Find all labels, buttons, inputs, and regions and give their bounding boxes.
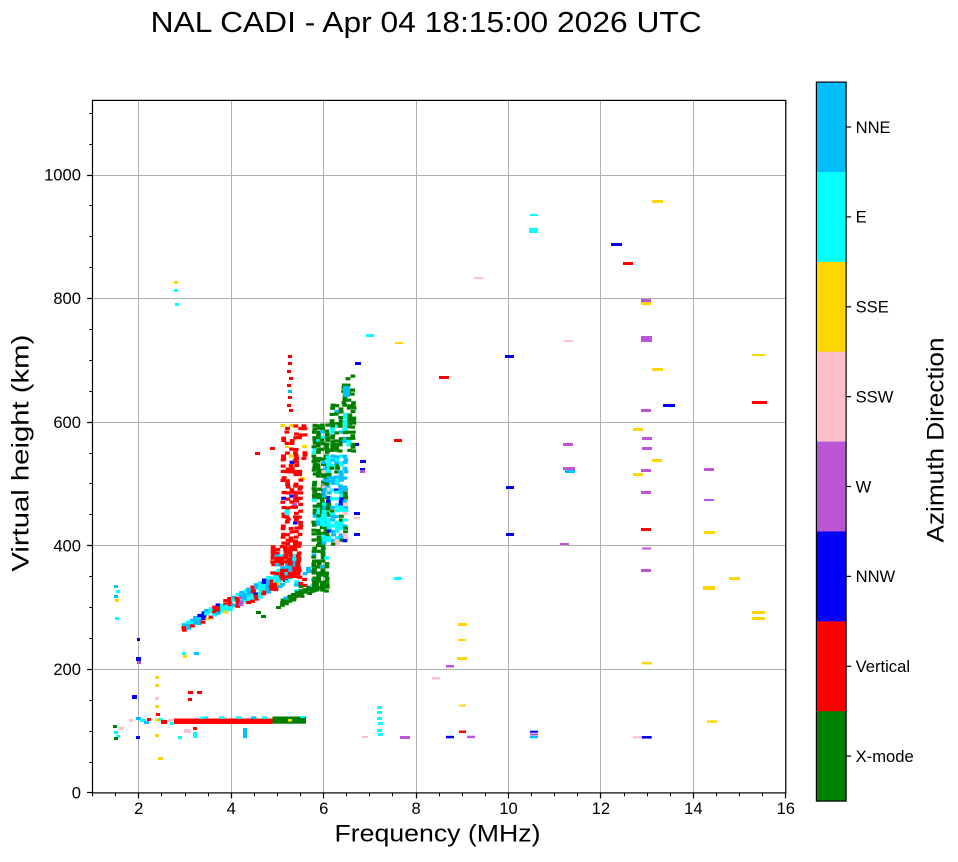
svg-text:NNW: NNW xyxy=(856,567,896,586)
svg-text:0: 0 xyxy=(72,784,81,803)
svg-text:4: 4 xyxy=(227,799,236,818)
svg-text:14: 14 xyxy=(684,799,702,818)
svg-text:NAL CADI - Apr 04 18:15:00 202: NAL CADI - Apr 04 18:15:00 2026 UTC xyxy=(151,7,702,39)
svg-text:1000: 1000 xyxy=(44,166,81,185)
svg-text:600: 600 xyxy=(53,413,81,432)
svg-text:2: 2 xyxy=(134,799,143,818)
svg-text:12: 12 xyxy=(592,799,610,818)
svg-text:8: 8 xyxy=(411,799,420,818)
svg-text:NNE: NNE xyxy=(856,118,891,137)
svg-text:E: E xyxy=(856,208,867,227)
svg-text:Vertical: Vertical xyxy=(856,657,910,676)
svg-text:Virtual height (km): Virtual height (km) xyxy=(8,335,35,572)
svg-text:6: 6 xyxy=(319,799,328,818)
svg-text:16: 16 xyxy=(777,799,795,818)
svg-text:SSW: SSW xyxy=(856,387,894,406)
svg-text:W: W xyxy=(856,477,872,496)
svg-text:400: 400 xyxy=(53,536,81,555)
svg-text:X-mode: X-mode xyxy=(856,747,914,766)
svg-text:Frequency (MHz): Frequency (MHz) xyxy=(335,820,541,847)
svg-text:10: 10 xyxy=(499,799,517,818)
svg-text:200: 200 xyxy=(53,660,81,679)
svg-text:800: 800 xyxy=(53,289,81,308)
svg-text:Azimuth Direction: Azimuth Direction xyxy=(923,338,950,543)
svg-text:SSE: SSE xyxy=(856,298,889,317)
